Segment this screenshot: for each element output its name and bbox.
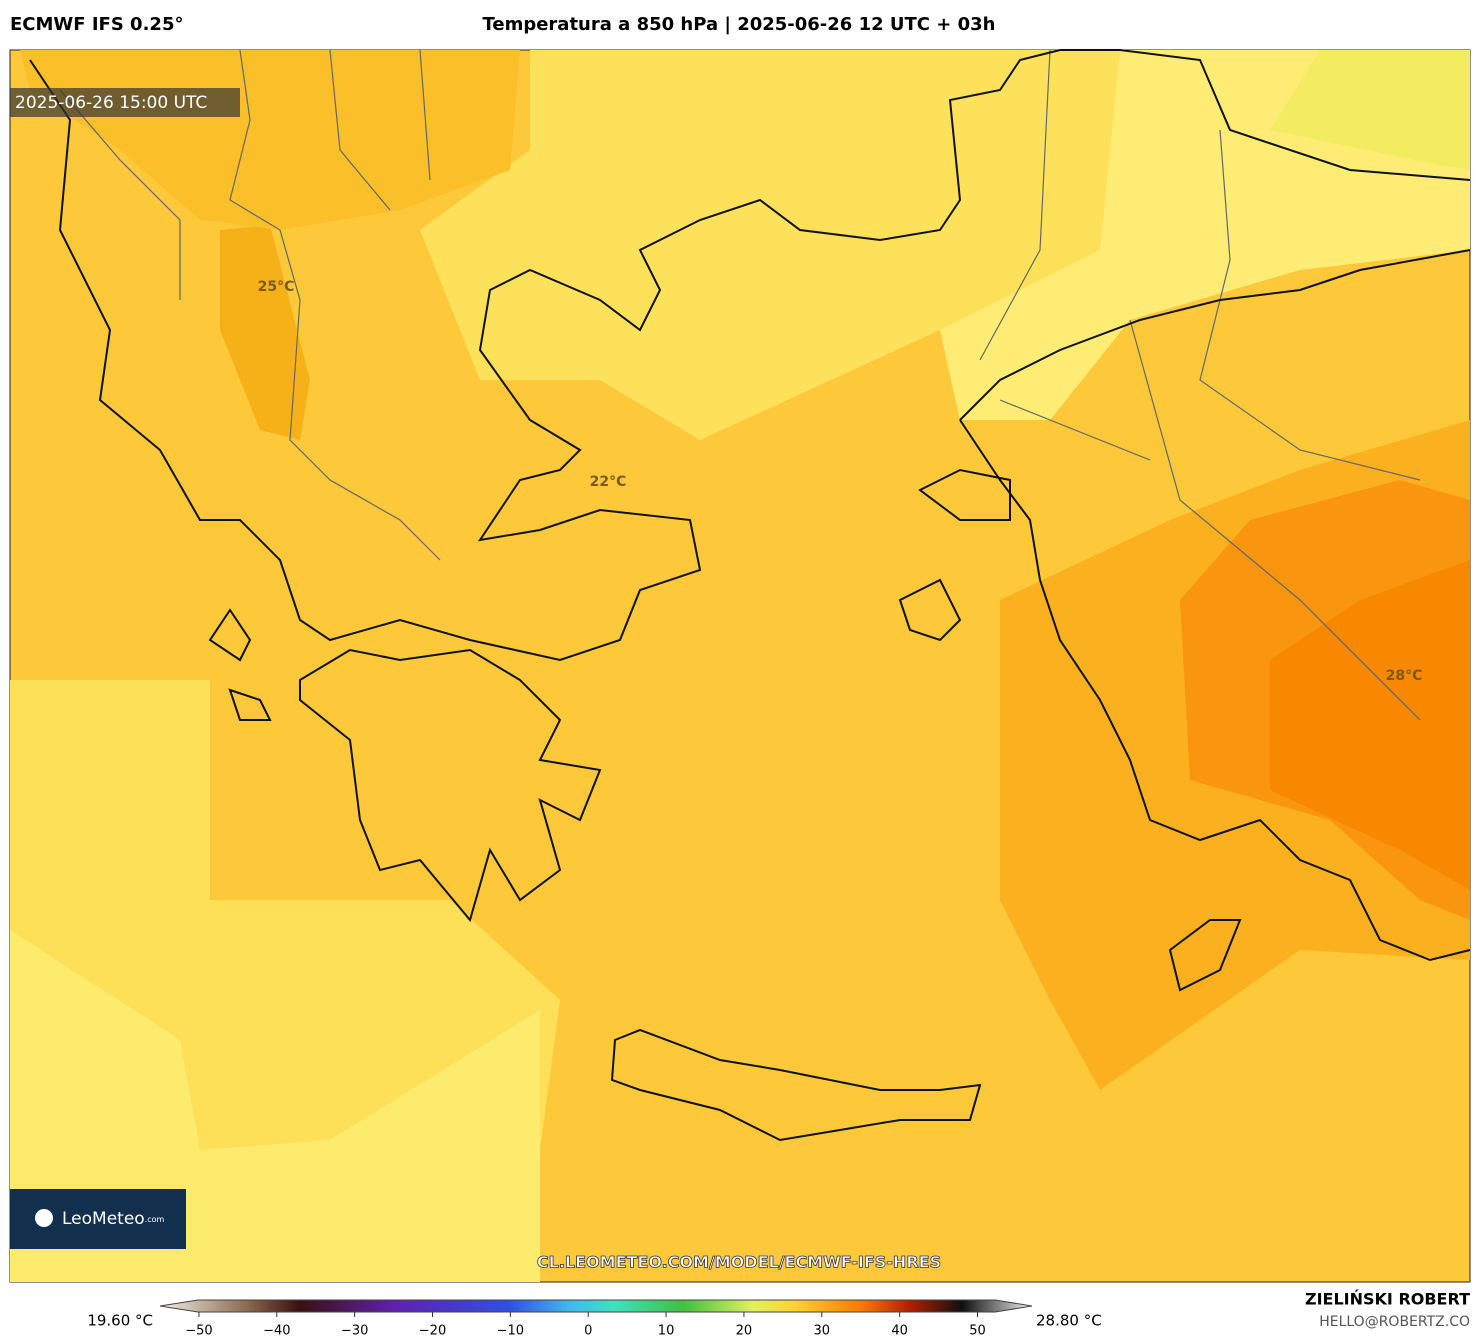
logo-suffix: .com (145, 1215, 165, 1224)
colorbar-tick-label: −50 (185, 1324, 212, 1339)
model-name: ECMWF IFS 0.25° (10, 14, 183, 35)
map: 25°C 22°C 28°C 2025-06-26 15:00 UTC LeoM… (9, 49, 1471, 1283)
colorbar-tick-label: −20 (419, 1324, 446, 1339)
isotherm-label: 22°C (590, 474, 627, 490)
colorbar-tick-label: 40 (891, 1324, 908, 1339)
colorbar-tick-label: −10 (497, 1324, 524, 1339)
colorbar: 19.60 °C 28.80 °C −50 −40 −30 −20 −10 0 10 20 30… (87, 1299, 1102, 1339)
map-title: Temperatura a 850 hPa | 2025-06-26 12 UT… (482, 14, 995, 35)
logo-text: LeoMeteo (62, 1209, 145, 1229)
source-url: CL.LEOMETEO.COM/MODEL/ECMWF-IFS-HRES (537, 1253, 941, 1272)
colorbar-max: 28.80 °C (1036, 1312, 1102, 1330)
isotherm-label: 28°C (1386, 668, 1423, 684)
logo: LeoMeteo.com (62, 1209, 165, 1229)
valid-time: 2025-06-26 15:00 UTC (15, 93, 207, 113)
colorbar-min: 19.60 °C (87, 1312, 153, 1330)
colorbar-tick-label: 20 (736, 1324, 753, 1339)
isotherm-label: 25°C (258, 279, 295, 295)
colorbar-tick-label: 0 (584, 1324, 592, 1339)
colorbar-tick-label: −30 (341, 1324, 368, 1339)
email: HELLO@ROBERTZ.CO (1319, 1314, 1470, 1330)
colorbar-tick-label: 10 (658, 1324, 675, 1339)
colorbar-tick-label: 50 (969, 1324, 986, 1339)
colorbar-tick-label: −40 (263, 1324, 290, 1339)
author: ZIELIŃSKI ROBERT (1305, 1290, 1470, 1309)
colorbar-tick-label: 30 (814, 1324, 831, 1339)
